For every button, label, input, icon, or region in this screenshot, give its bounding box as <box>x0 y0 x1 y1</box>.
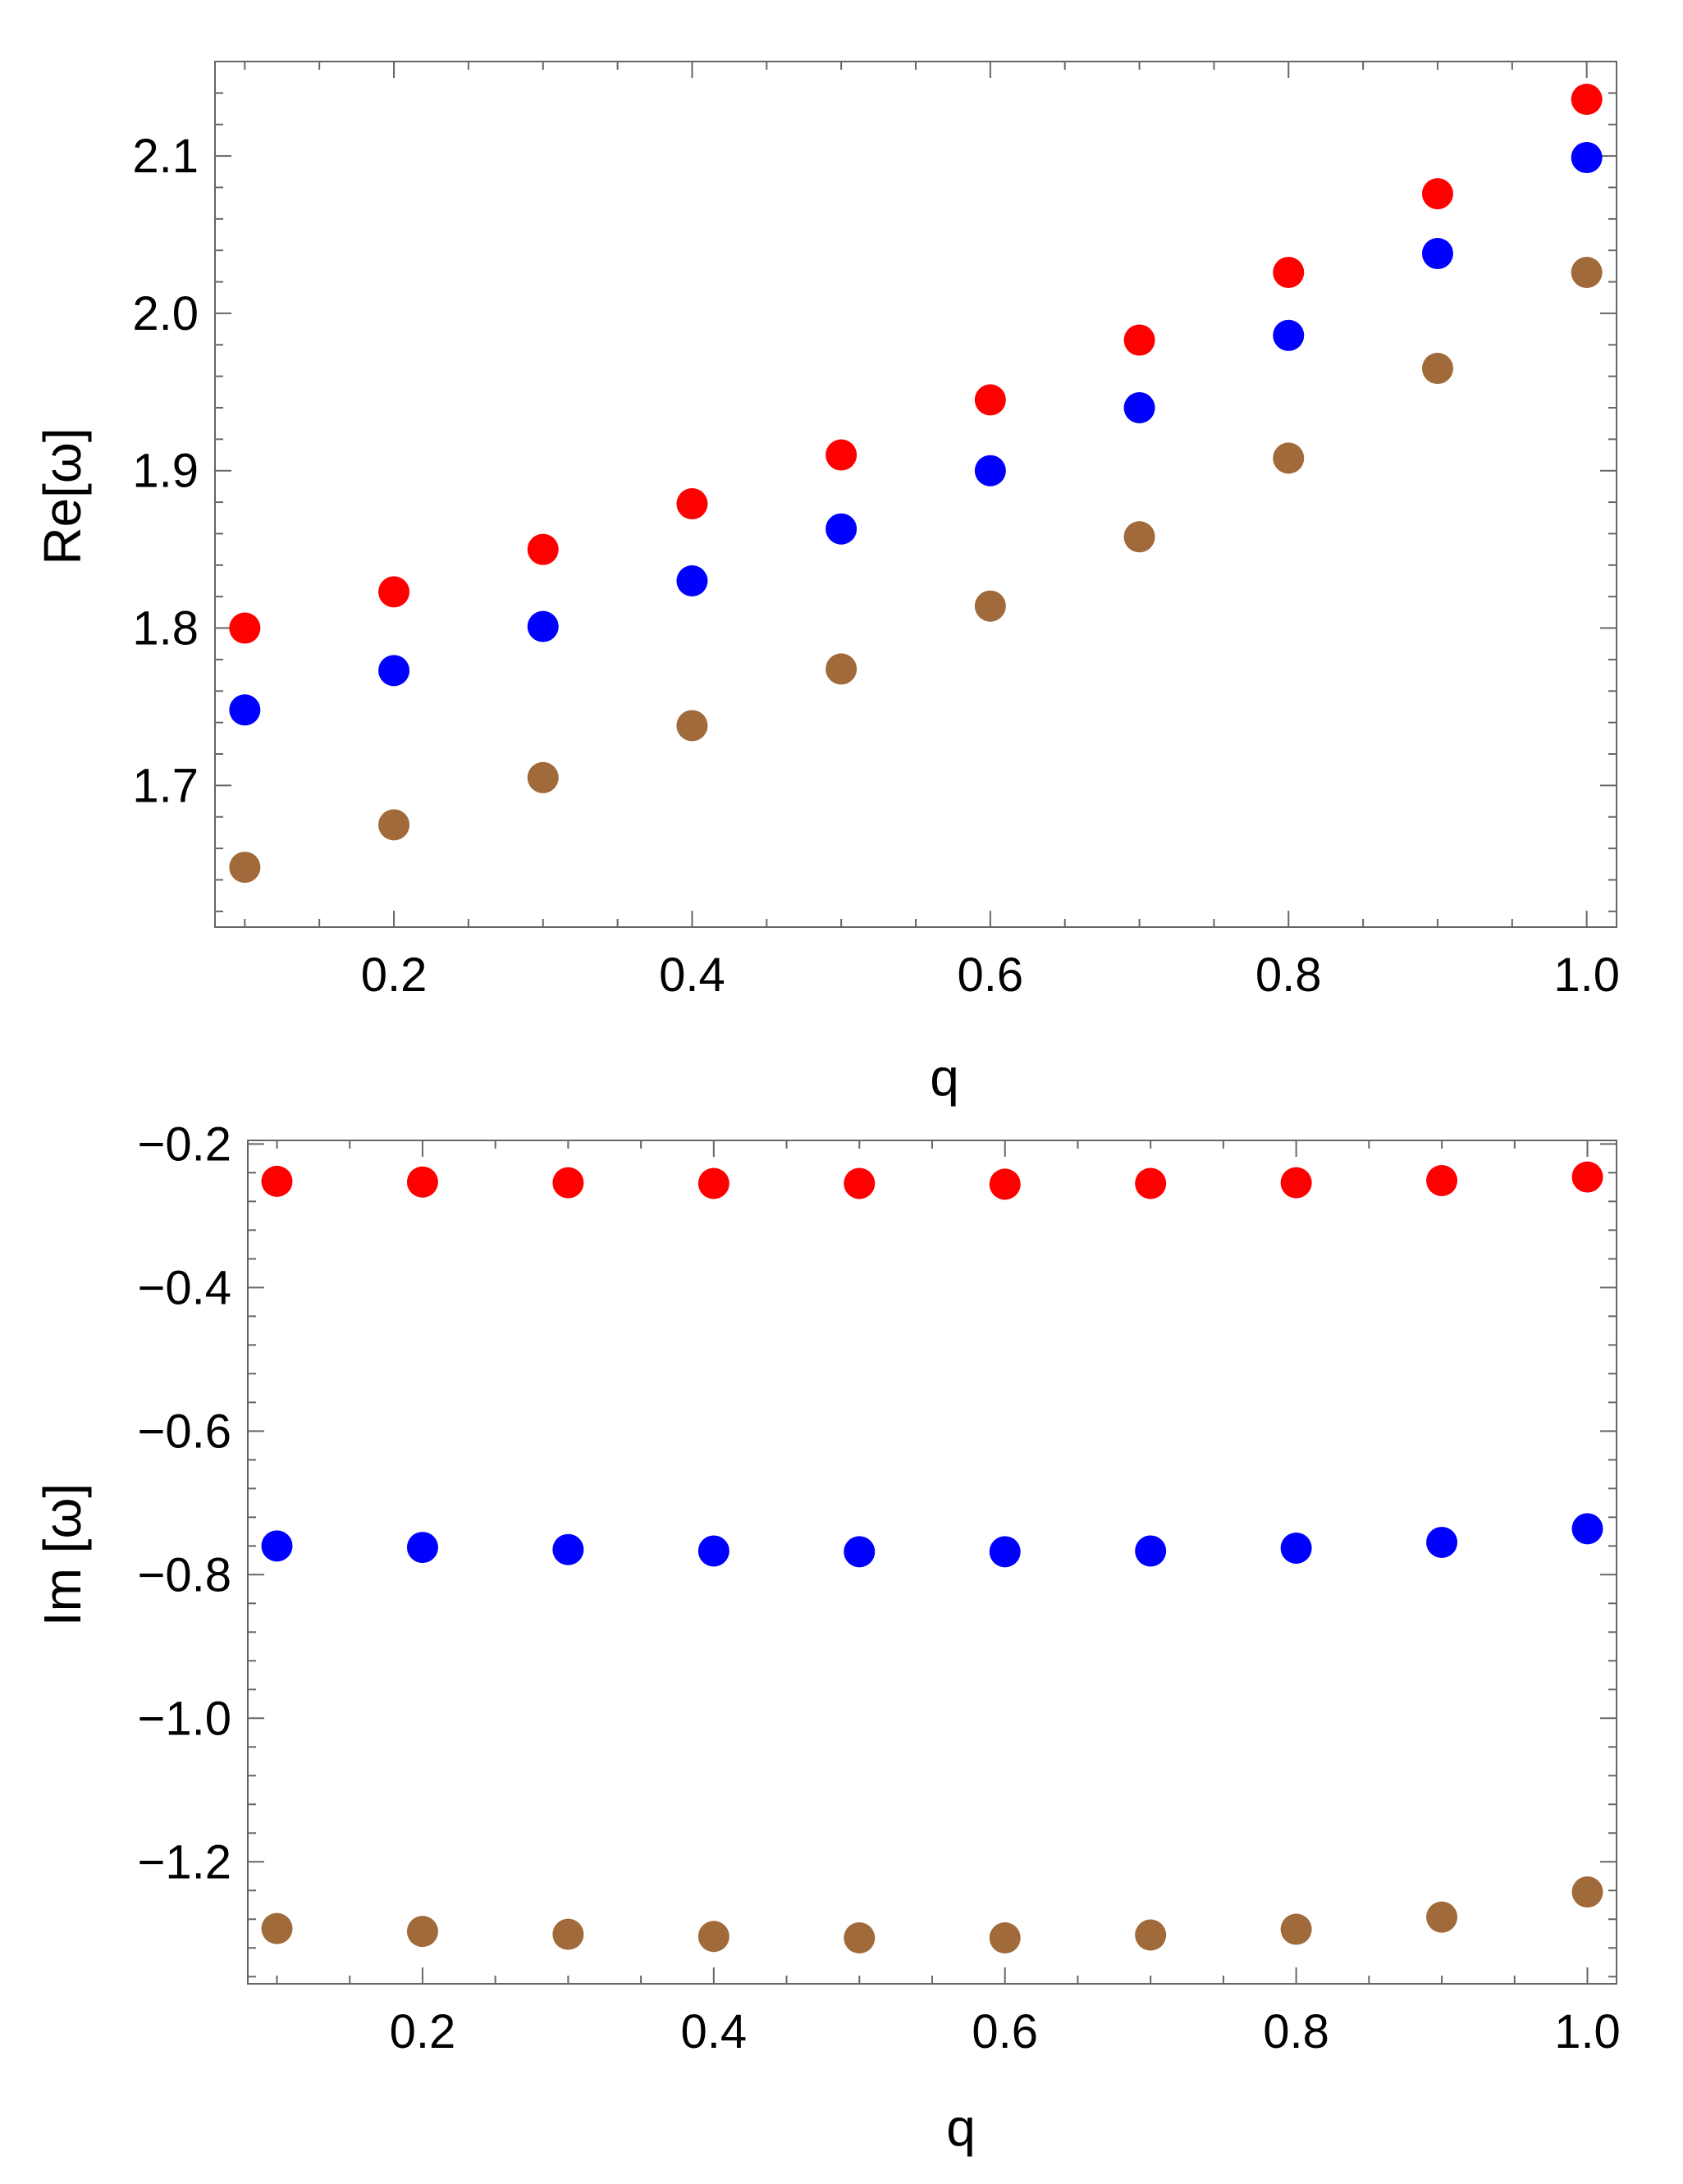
y-tick-label: −0.2 <box>138 1117 232 1171</box>
data-point-brown <box>229 852 261 884</box>
data-point-blue <box>1421 238 1453 270</box>
y-tick-label: −0.4 <box>138 1261 232 1314</box>
data-point-red <box>1135 1167 1167 1199</box>
data-point-red <box>1421 178 1453 210</box>
y-tick-label: 1.9 <box>132 445 199 498</box>
data-point-red <box>697 1167 729 1199</box>
data-point-brown <box>1421 353 1453 385</box>
data-point-red <box>1571 84 1603 116</box>
data-point-blue <box>1123 392 1155 423</box>
data-point-blue <box>1135 1535 1167 1567</box>
data-point-blue <box>697 1535 729 1567</box>
data-point-brown <box>1571 257 1603 289</box>
data-point-red <box>261 1165 293 1197</box>
y-tick-label: 2.1 <box>132 130 199 183</box>
y-tick-label: −0.6 <box>138 1405 232 1458</box>
data-point-brown <box>1123 521 1155 553</box>
data-point-red <box>989 1168 1021 1200</box>
x-tick-label: 0.2 <box>361 948 428 1002</box>
im-omega-panel: 0.2 0.4 0.6 0.8 1.0 −1.2 −1.0 −0.8 −0.6 −0.4 −0.2 q… <box>33 1117 1621 2157</box>
data-point-red <box>406 1166 438 1198</box>
data-point-brown <box>1280 1913 1312 1945</box>
data-point-red <box>1280 1167 1312 1199</box>
x-tick-label: 0.6 <box>972 2005 1038 2058</box>
data-point-blue <box>825 513 858 545</box>
data-point-brown <box>1135 1919 1167 1951</box>
y-tick-label: −1.2 <box>138 1835 232 1889</box>
data-point-brown <box>676 710 708 742</box>
y-tick-label: −1.0 <box>138 1692 232 1745</box>
data-point-blue <box>974 455 1006 487</box>
data-point-red <box>825 439 858 471</box>
re-omega-panel: 0.2 0.4 0.6 0.8 1.0 1.7 1.8 1.9 2.0 2.1 q Re[ω] <box>33 61 1620 1107</box>
data-point-red <box>229 612 261 644</box>
x-tick-label: 1.0 <box>1553 948 1620 1002</box>
y-tick-label: 1.8 <box>132 602 199 656</box>
data-point-brown <box>974 590 1006 622</box>
data-point-red <box>527 533 559 565</box>
data-point-blue <box>1426 1526 1458 1558</box>
data-point-blue <box>1273 319 1305 351</box>
plot-frame <box>214 61 1617 928</box>
data-point-blue <box>1571 142 1603 174</box>
x-tick-label: 0.6 <box>958 948 1024 1002</box>
y-axis-label: Im [ω] <box>33 1483 92 1626</box>
data-point-blue <box>844 1536 876 1568</box>
data-point-blue <box>229 694 261 726</box>
x-tick-label: 0.2 <box>390 2005 456 2058</box>
data-point-brown <box>552 1918 584 1950</box>
x-axis-label: q <box>946 2098 976 2157</box>
data-point-brown <box>378 809 410 841</box>
x-tick-label: 0.4 <box>681 2005 748 2058</box>
data-point-red <box>1123 324 1155 356</box>
data-point-blue <box>261 1530 293 1562</box>
data-point-blue <box>527 610 559 642</box>
data-point-brown <box>1273 442 1305 474</box>
data-point-brown <box>527 761 559 793</box>
x-tick-label: 0.8 <box>1263 2005 1329 2058</box>
data-point-brown <box>1426 1901 1458 1933</box>
y-tick-label: 1.7 <box>132 759 199 812</box>
data-point-red <box>676 488 708 520</box>
data-point-blue <box>1571 1513 1603 1545</box>
x-axis-label: q <box>930 1048 959 1107</box>
x-tick-label: 1.0 <box>1554 2005 1621 2058</box>
plot-frame <box>247 1140 1617 1985</box>
data-point-blue <box>552 1533 584 1565</box>
data-point-blue <box>378 655 410 687</box>
y-tick-label: −0.8 <box>138 1548 232 1601</box>
data-point-brown <box>697 1921 729 1953</box>
data-point-blue <box>1280 1532 1312 1564</box>
data-point-blue <box>406 1532 438 1564</box>
data-point-red <box>974 384 1006 416</box>
x-tick-label: 0.4 <box>659 948 725 1002</box>
data-point-red <box>378 576 410 608</box>
data-point-red <box>1571 1161 1603 1193</box>
y-axis-label: Re[ω] <box>33 427 92 564</box>
data-point-blue <box>989 1536 1021 1568</box>
data-point-red <box>1426 1164 1458 1196</box>
data-point-brown <box>1571 1876 1603 1908</box>
data-point-blue <box>676 565 708 596</box>
data-point-brown <box>825 653 858 685</box>
data-point-red <box>1273 257 1305 289</box>
data-point-brown <box>406 1916 438 1948</box>
data-point-red <box>844 1167 876 1199</box>
data-point-brown <box>261 1912 293 1944</box>
data-point-red <box>552 1167 584 1199</box>
data-point-brown <box>989 1922 1021 1954</box>
y-tick-label: 2.0 <box>132 287 199 340</box>
x-tick-label: 0.8 <box>1255 948 1322 1002</box>
data-point-brown <box>844 1922 876 1954</box>
